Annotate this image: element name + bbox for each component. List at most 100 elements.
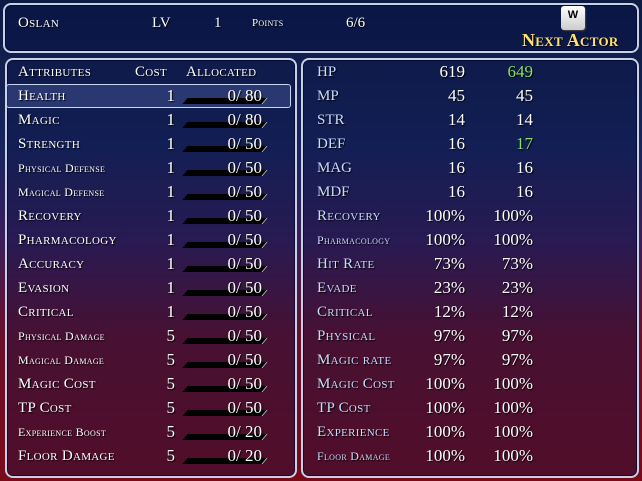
attribute-row[interactable]: Pharmacology 1 0/ 50 [5, 230, 297, 254]
attribute-row[interactable]: Physical Defense 1 0/ 50 [5, 158, 297, 182]
attribute-allocated: 0/ 50 [227, 398, 262, 417]
attribute-allocated: 0/ 20 [227, 422, 262, 441]
stat-row: Pharmacology 100% 100% [301, 230, 639, 254]
attribute-allocated: 0/ 50 [227, 134, 262, 153]
stat-current: 12% [433, 302, 465, 321]
stat-row: Physical 97% 97% [301, 326, 639, 350]
stat-name: Recovery [317, 208, 381, 224]
attribute-row[interactable]: Recovery 1 0/ 50 [5, 206, 297, 230]
attribute-cost: 1 [166, 134, 176, 153]
stat-current: 16 [448, 134, 465, 153]
stat-current: 100% [425, 206, 465, 225]
attribute-cost: 1 [166, 230, 176, 249]
attribute-allocated: 0/ 80 [227, 110, 262, 129]
attribute-row[interactable]: Health 1 0/ 80 [5, 86, 297, 110]
attribute-name: Critical [18, 304, 74, 320]
stat-row: Floor Damage 100% 100% [301, 446, 639, 470]
stat-current: 100% [425, 230, 465, 249]
stat-current: 619 [439, 62, 466, 81]
attribute-row[interactable]: Floor Damage 5 0/ 20 [5, 446, 297, 470]
attribute-name: Magical Defense [18, 185, 105, 199]
stat-current: 100% [425, 422, 465, 441]
attribute-allocated: 0/ 20 [227, 446, 262, 465]
attribute-row[interactable]: Magical Defense 1 0/ 50 [5, 182, 297, 206]
stat-row: Hit Rate 73% 73% [301, 254, 639, 278]
attribute-allocated: 0/ 50 [227, 302, 262, 321]
stat-name: Floor Damage [317, 449, 391, 463]
attribute-name: Accuracy [18, 256, 85, 272]
stat-row: Experience 100% 100% [301, 422, 639, 446]
stat-name: DEF [317, 136, 346, 152]
stat-name: STR [317, 112, 345, 128]
stat-row: MAG 16 16 [301, 158, 639, 182]
attribute-cost: 5 [166, 446, 176, 465]
stat-current: 16 [448, 182, 465, 201]
stat-new: 14 [516, 110, 533, 129]
stat-name: MAG [317, 160, 353, 176]
attribute-row[interactable]: Experience Boost 5 0/ 20 [5, 422, 297, 446]
attribute-cost: 1 [166, 206, 176, 225]
attribute-name: Magical Damage [18, 353, 105, 367]
next-actor-button[interactable]: Next Actor [522, 30, 619, 50]
attribute-row[interactable]: Magical Damage 5 0/ 50 [5, 350, 297, 374]
stat-new: 73% [501, 254, 533, 273]
stat-new: 100% [493, 230, 533, 249]
stat-name: Magic rate [317, 352, 392, 368]
attribute-name: Strength [18, 136, 81, 152]
attribute-row[interactable]: Magic 1 0/ 80 [5, 110, 297, 134]
stat-new: 97% [501, 350, 533, 369]
stat-row: Critical 12% 12% [301, 302, 639, 326]
attribute-allocated: 0/ 50 [227, 158, 262, 177]
points-value: 6/6 [346, 15, 366, 31]
stat-current: 97% [433, 326, 465, 345]
stat-current: 100% [425, 374, 465, 393]
attribute-cost: 5 [166, 350, 176, 369]
stat-name: Experience [317, 424, 390, 440]
attribute-cost: 1 [166, 278, 176, 297]
stat-current: 23% [433, 278, 465, 297]
attribute-row[interactable]: Critical 1 0/ 50 [5, 302, 297, 326]
stat-name: Pharmacology [317, 233, 391, 247]
attribute-row[interactable]: TP Cost 5 0/ 50 [5, 398, 297, 422]
attribute-row[interactable]: Accuracy 1 0/ 50 [5, 254, 297, 278]
stat-current: 100% [425, 398, 465, 417]
w-key-icon[interactable]: W [561, 6, 585, 30]
stat-current: 73% [433, 254, 465, 273]
attribute-name: Experience Boost [18, 425, 107, 439]
attribute-name: Physical Damage [18, 329, 105, 343]
points-label: Points [252, 17, 284, 29]
attribute-row[interactable]: Evasion 1 0/ 50 [5, 278, 297, 302]
stat-name: MDF [317, 184, 350, 200]
cost-header: Cost [135, 64, 167, 80]
attribute-allocated: 0/ 50 [227, 350, 262, 369]
stat-name: HP [317, 64, 337, 80]
attribute-allocated: 0/ 50 [227, 374, 262, 393]
actor-header-window [3, 3, 639, 53]
attribute-row[interactable]: Strength 1 0/ 50 [5, 134, 297, 158]
stat-row: STR 14 14 [301, 110, 639, 134]
stat-new: 649 [507, 62, 534, 81]
level-label: LV [152, 15, 171, 31]
stat-row: DEF 16 17 [301, 134, 639, 158]
stat-row: MDF 16 16 [301, 182, 639, 206]
attribute-cost: 1 [166, 86, 176, 105]
attribute-cost: 1 [166, 158, 176, 177]
stat-name: Critical [317, 304, 373, 320]
attribute-name: TP Cost [18, 400, 72, 416]
stat-new: 16 [516, 182, 533, 201]
stat-new: 100% [493, 374, 533, 393]
attribute-name: Floor Damage [18, 448, 115, 464]
stat-new: 100% [493, 422, 533, 441]
attribute-cost: 5 [166, 422, 176, 441]
attribute-row[interactable]: Physical Damage 5 0/ 50 [5, 326, 297, 350]
stat-name: Physical [317, 328, 376, 344]
attribute-cost: 1 [166, 110, 176, 129]
attribute-row[interactable]: Magic Cost 5 0/ 50 [5, 374, 297, 398]
stat-new: 100% [493, 446, 533, 465]
actor-name: Oslan [18, 15, 60, 31]
attribute-name: Magic [18, 112, 60, 128]
attribute-allocated: 0/ 50 [227, 206, 262, 225]
attribute-cost: 5 [166, 374, 176, 393]
attribute-name: Magic Cost [18, 376, 96, 392]
stat-current: 100% [425, 446, 465, 465]
